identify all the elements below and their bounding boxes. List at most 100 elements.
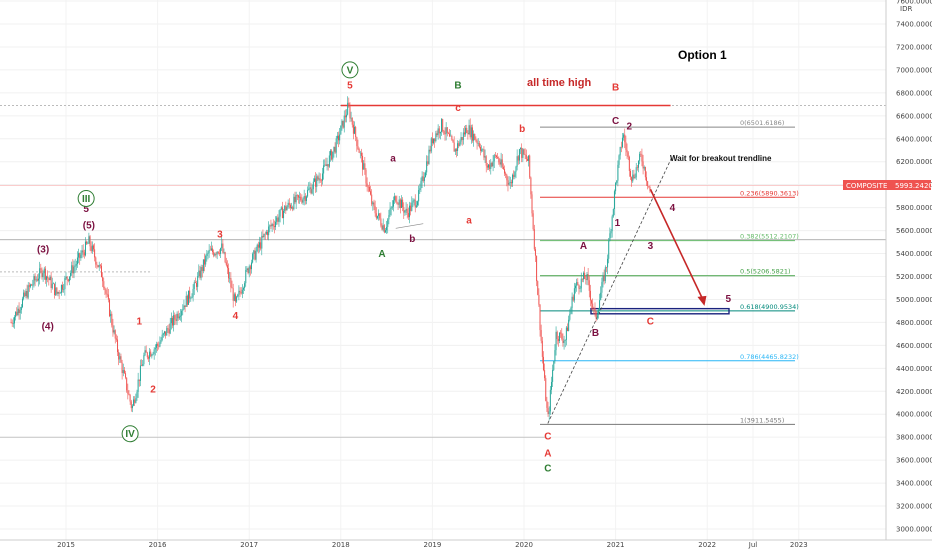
candle-body bbox=[84, 241, 86, 256]
candle-body bbox=[321, 173, 323, 181]
candle-body bbox=[447, 133, 449, 134]
candle-body bbox=[430, 138, 432, 152]
y-tick-label: 5800.0000 bbox=[896, 204, 932, 212]
candle-body bbox=[46, 276, 48, 280]
candle-body bbox=[55, 287, 57, 295]
candle-body bbox=[370, 191, 372, 195]
candle-body bbox=[617, 164, 619, 181]
candle-body bbox=[452, 139, 454, 143]
candle-body bbox=[189, 290, 191, 299]
candle-body bbox=[36, 279, 38, 281]
candle-body bbox=[242, 288, 244, 290]
candle-body bbox=[245, 269, 247, 284]
candle-body bbox=[619, 147, 621, 156]
wave-label: 5 bbox=[725, 294, 731, 305]
candle-body bbox=[468, 125, 470, 135]
candle-body bbox=[583, 272, 585, 280]
y-tick-label: 5600.0000 bbox=[896, 227, 932, 235]
candle-body bbox=[141, 365, 143, 367]
y-tick-label: 3800.0000 bbox=[896, 434, 932, 442]
candle-body bbox=[419, 188, 421, 191]
candle-body bbox=[396, 201, 398, 204]
candle-body bbox=[558, 332, 560, 342]
candle-body bbox=[111, 313, 113, 326]
candle-body bbox=[477, 143, 479, 144]
candle-body bbox=[632, 174, 634, 182]
candle-body bbox=[311, 189, 313, 194]
candle-body bbox=[497, 157, 499, 159]
candle-body bbox=[417, 201, 419, 206]
candle-body bbox=[257, 244, 259, 248]
candle-body bbox=[394, 196, 396, 201]
candle-body bbox=[513, 174, 515, 177]
candle-body bbox=[621, 137, 623, 148]
wave-label: (4) bbox=[42, 321, 54, 332]
candle-body bbox=[626, 149, 628, 153]
candle-body bbox=[38, 278, 40, 281]
candle-body bbox=[384, 230, 386, 233]
candle-body bbox=[76, 257, 78, 265]
candle-body bbox=[136, 391, 138, 398]
candle-body bbox=[560, 332, 562, 334]
candle-body bbox=[536, 255, 538, 282]
candle-body bbox=[59, 292, 61, 294]
candle-body bbox=[60, 284, 62, 293]
candle-body bbox=[216, 251, 218, 255]
candle-body bbox=[71, 265, 73, 273]
candle-body bbox=[308, 188, 310, 190]
candle-body bbox=[270, 225, 272, 227]
candle-body bbox=[540, 330, 542, 341]
candle-body bbox=[649, 186, 651, 191]
candle-body bbox=[194, 282, 196, 284]
candle-body bbox=[462, 132, 464, 141]
candle-body bbox=[528, 155, 530, 161]
candle-body bbox=[255, 251, 257, 260]
candle-body bbox=[647, 181, 649, 187]
candle-body bbox=[541, 340, 543, 357]
y-tick-label: 5400.0000 bbox=[896, 250, 932, 258]
candle-body bbox=[592, 303, 594, 308]
fib-level-label: 1(3911.5455) bbox=[740, 416, 784, 424]
candle-body bbox=[346, 114, 348, 118]
candle-body bbox=[313, 178, 315, 182]
candle-body bbox=[63, 289, 65, 290]
candle-body bbox=[351, 117, 353, 125]
candle-body bbox=[72, 265, 74, 274]
candle-body bbox=[595, 311, 597, 319]
candle-body bbox=[244, 283, 246, 289]
candle-body bbox=[10, 322, 12, 324]
candle-body bbox=[418, 190, 420, 202]
wave-label: B bbox=[612, 83, 619, 94]
candle-body bbox=[94, 249, 96, 258]
candle-body bbox=[142, 364, 144, 366]
candle-body bbox=[106, 293, 108, 295]
candle-body bbox=[307, 189, 309, 197]
candle-body bbox=[118, 352, 120, 360]
candle-body bbox=[612, 209, 614, 217]
candle-body bbox=[350, 117, 352, 119]
candle-body bbox=[333, 146, 335, 152]
candle-body bbox=[567, 327, 569, 332]
candle-body bbox=[490, 162, 492, 169]
currency-label: IDR bbox=[900, 5, 912, 13]
candle-body bbox=[550, 381, 552, 390]
candle-body bbox=[437, 128, 439, 136]
candle-body bbox=[473, 133, 475, 141]
candle-body bbox=[225, 262, 227, 266]
candle-body bbox=[49, 276, 51, 281]
candle-body bbox=[455, 149, 457, 151]
candle-body bbox=[474, 133, 476, 140]
candle-body bbox=[178, 316, 180, 319]
candle-body bbox=[627, 152, 629, 157]
candle-body bbox=[339, 134, 341, 141]
candle-body bbox=[199, 270, 201, 278]
x-tick-label: 2018 bbox=[332, 541, 350, 549]
candle-body bbox=[188, 290, 190, 305]
candle-body bbox=[618, 155, 620, 165]
candle-body bbox=[434, 138, 436, 142]
candle-body bbox=[103, 281, 105, 289]
candle-body bbox=[500, 159, 502, 165]
candle-body bbox=[639, 153, 641, 161]
candle-body bbox=[379, 213, 381, 219]
